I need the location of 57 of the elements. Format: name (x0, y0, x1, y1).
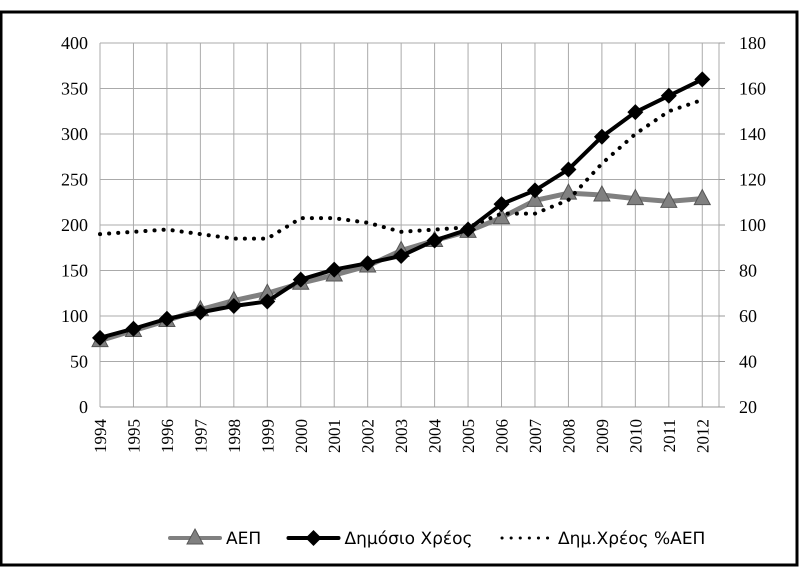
y2-tick-label: 20 (739, 397, 757, 417)
point (594, 128, 610, 145)
y-tick-label: 400 (61, 33, 88, 53)
x-tick-label: 2000 (292, 419, 311, 453)
y2-tick-label: 40 (739, 352, 757, 372)
x-tick-label: 1996 (158, 419, 177, 453)
point (560, 161, 576, 178)
y2-tick-label: 160 (739, 78, 766, 98)
x-tick-label: 1999 (258, 419, 278, 453)
point (494, 196, 510, 212)
x-tick-label: 2011 (660, 419, 679, 452)
x-tick-label: 2012 (693, 419, 712, 453)
y-tick-label: 100 (61, 306, 88, 326)
x-tick-label: 2005 (459, 419, 478, 453)
point (627, 104, 644, 120)
point (226, 298, 242, 314)
x-tick-label: 2004 (426, 418, 445, 453)
point (660, 192, 678, 208)
x-tick-label: 1995 (124, 419, 144, 453)
legend-label: ΑΕΠ (226, 529, 262, 549)
x-tick-label: 2002 (358, 419, 378, 453)
point (593, 185, 610, 202)
legend-label: Δημ.Χρέος %ΑΕΠ (558, 529, 706, 549)
y-tick-label: 200 (61, 215, 88, 235)
point (393, 248, 410, 264)
x-tick-label: 2010 (626, 419, 646, 453)
point (694, 71, 710, 88)
y-tick-label: 150 (61, 260, 88, 280)
x-tick-label: 1997 (191, 418, 210, 453)
y2-tick-label: 80 (739, 260, 757, 280)
point (259, 293, 276, 310)
x-tick-label: 2008 (559, 419, 578, 453)
y-tick-label: 300 (61, 124, 88, 144)
point (694, 189, 711, 206)
point (560, 184, 577, 200)
y2-tick-label: 180 (739, 33, 766, 53)
y-tick-label: 50 (70, 352, 88, 372)
y-tick-label: 350 (61, 78, 88, 98)
y2-tick-label: 100 (739, 215, 766, 235)
x-tick-label: 2003 (392, 419, 412, 453)
x-tick-label: 2001 (325, 419, 344, 453)
y2-tick-label: 140 (739, 124, 766, 144)
x-tick-label: 1998 (224, 419, 244, 453)
point (660, 88, 677, 104)
x-tick-label: 2007 (526, 418, 545, 453)
point (192, 304, 208, 320)
x-tick-label: 2006 (492, 419, 512, 453)
y-tick-label: 250 (61, 170, 88, 190)
y2-tick-label: 60 (739, 306, 757, 326)
point (326, 262, 342, 278)
point (626, 189, 644, 206)
y2-tick-label: 120 (739, 170, 766, 190)
legend-label: Δημόσιο Χρέος (344, 529, 472, 549)
y-tick-label: 0 (79, 397, 88, 417)
x-tick-label: 2009 (592, 419, 612, 453)
point (526, 182, 543, 198)
x-tick-label: 1994 (91, 418, 110, 453)
